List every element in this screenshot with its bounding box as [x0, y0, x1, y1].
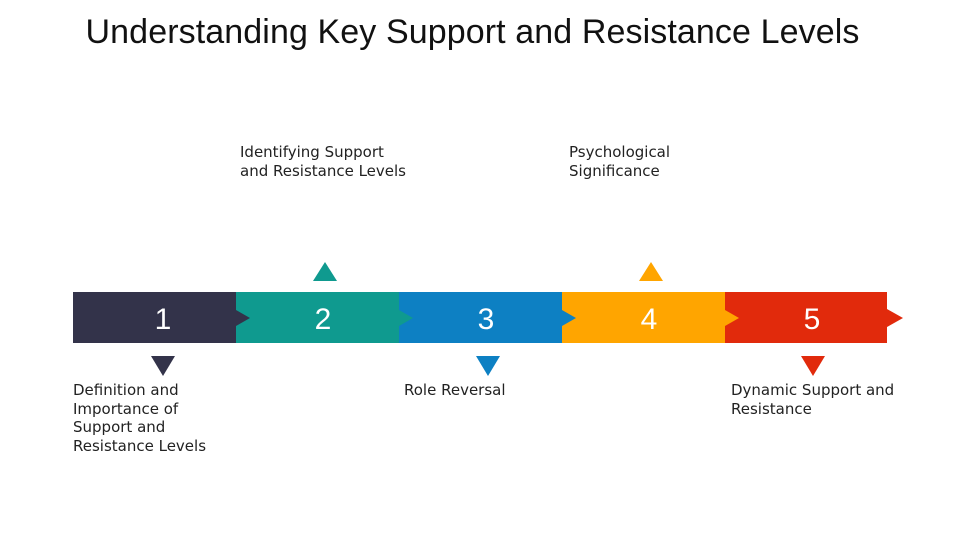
- segment-2-marker-up: [313, 262, 337, 281]
- segment-4-number: 4: [641, 303, 658, 336]
- segment-5-arrow-tip: [887, 309, 903, 327]
- segment-5-marker-down: [801, 356, 825, 376]
- step-4: 4: [562, 262, 739, 343]
- segment-1-bar: [73, 292, 236, 343]
- segment-1-number: 1: [155, 303, 172, 336]
- segment-2-arrow-notch: [236, 310, 250, 326]
- step-1-label: Definition and Importance of Support and…: [73, 381, 207, 455]
- segment-4-arrow-notch: [562, 310, 576, 326]
- segment-2-bar: [236, 292, 399, 343]
- step-1: 1: [73, 292, 250, 376]
- step-5: 5: [725, 292, 903, 376]
- segment-4-bar: [562, 292, 725, 343]
- segment-3-number: 3: [478, 303, 495, 336]
- segment-1-marker-down: [151, 356, 175, 376]
- diagram-title: Understanding Key Support and Resistance…: [85, 13, 860, 51]
- step-4-label: Psychological Significance: [569, 143, 671, 180]
- step-2: 2: [236, 262, 413, 343]
- segment-5-number: 5: [804, 303, 821, 336]
- segment-3-bar: [399, 292, 562, 343]
- segment-5-bar: [725, 292, 887, 343]
- segment-3-arrow-notch: [399, 310, 413, 326]
- segment-2-number: 2: [315, 303, 332, 336]
- segment-5-arrow-notch: [725, 310, 739, 326]
- step-3: 3: [399, 292, 576, 376]
- step-2-label: Identifying Support and Resistance Level…: [240, 143, 406, 180]
- step-5-label: Dynamic Support and Resistance: [731, 381, 895, 418]
- step-3-label: Role Reversal: [404, 381, 506, 399]
- segment-3-marker-down: [476, 356, 500, 376]
- segment-4-marker-up: [639, 262, 663, 281]
